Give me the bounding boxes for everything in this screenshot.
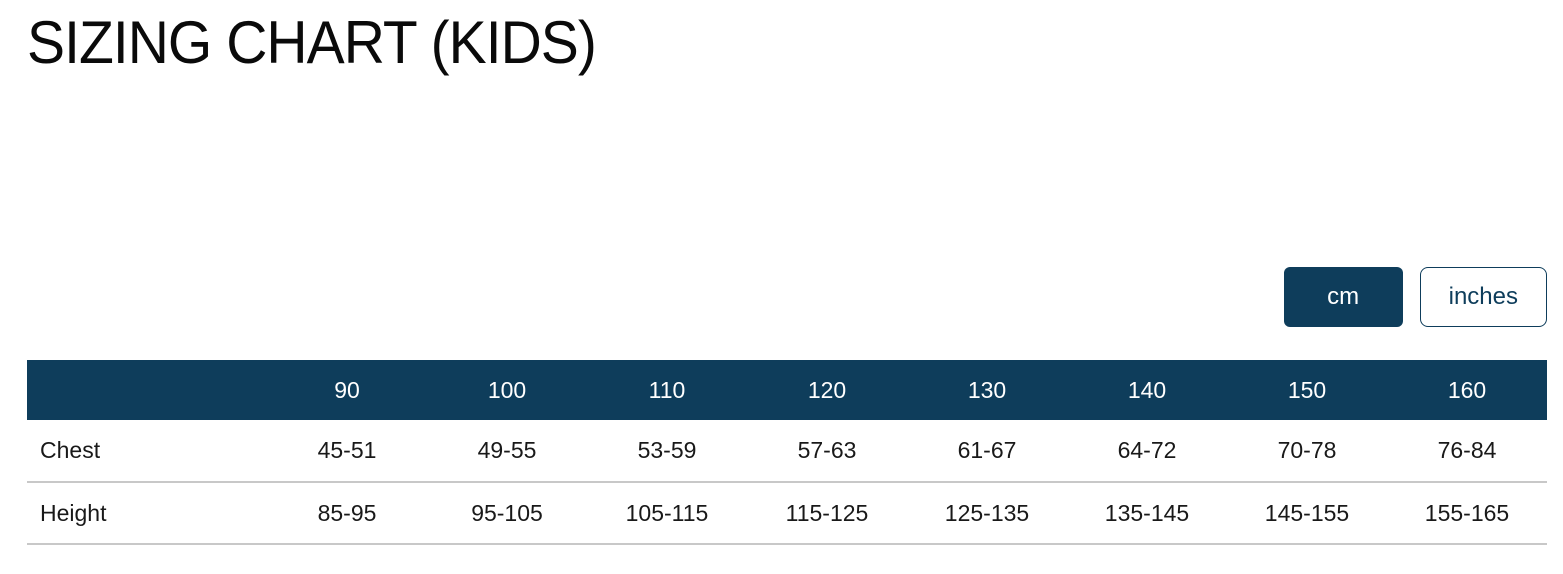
table-row-chest: Chest 45-51 49-55 53-59 57-63 61-67 64-7… bbox=[27, 420, 1547, 483]
table-row-height: Height 85-95 95-105 105-115 115-125 125-… bbox=[27, 482, 1547, 545]
table-cell: 45-51 bbox=[267, 420, 427, 483]
unit-toggle-group: cm inches bbox=[1283, 267, 1547, 327]
table-cell: 85-95 bbox=[267, 482, 427, 545]
table-cell: 76-84 bbox=[1387, 420, 1547, 483]
size-column-header: 90 bbox=[267, 360, 427, 420]
size-column-header: 130 bbox=[907, 360, 1067, 420]
table-cell: 115-125 bbox=[747, 482, 907, 545]
size-column-header: 120 bbox=[747, 360, 907, 420]
size-header-row: 90 100 110 120 130 140 150 160 bbox=[27, 360, 1547, 420]
table-cell: 49-55 bbox=[427, 420, 587, 483]
table-cell: 70-78 bbox=[1227, 420, 1387, 483]
size-column-header: 150 bbox=[1227, 360, 1387, 420]
size-column-header: 110 bbox=[587, 360, 747, 420]
size-column-header: 140 bbox=[1067, 360, 1227, 420]
table-cell: 53-59 bbox=[587, 420, 747, 483]
corner-header-cell bbox=[27, 360, 267, 420]
page-title: SIZING CHART (KIDS) bbox=[27, 9, 597, 76]
table-cell: 155-165 bbox=[1387, 482, 1547, 545]
size-column-header: 160 bbox=[1387, 360, 1547, 420]
row-label-chest: Chest bbox=[27, 420, 267, 483]
table-cell: 61-67 bbox=[907, 420, 1067, 483]
table-cell: 57-63 bbox=[747, 420, 907, 483]
table-cell: 95-105 bbox=[427, 482, 587, 545]
size-column-header: 100 bbox=[427, 360, 587, 420]
table-cell: 64-72 bbox=[1067, 420, 1227, 483]
row-label-height: Height bbox=[27, 482, 267, 545]
cm-toggle-button[interactable]: cm bbox=[1283, 267, 1403, 327]
table-cell: 145-155 bbox=[1227, 482, 1387, 545]
inches-toggle-button[interactable]: inches bbox=[1419, 267, 1547, 327]
table-cell: 135-145 bbox=[1067, 482, 1227, 545]
sizing-table: 90 100 110 120 130 140 150 160 Chest 45-… bbox=[27, 360, 1547, 545]
table-cell: 105-115 bbox=[587, 482, 747, 545]
table-cell: 125-135 bbox=[907, 482, 1067, 545]
